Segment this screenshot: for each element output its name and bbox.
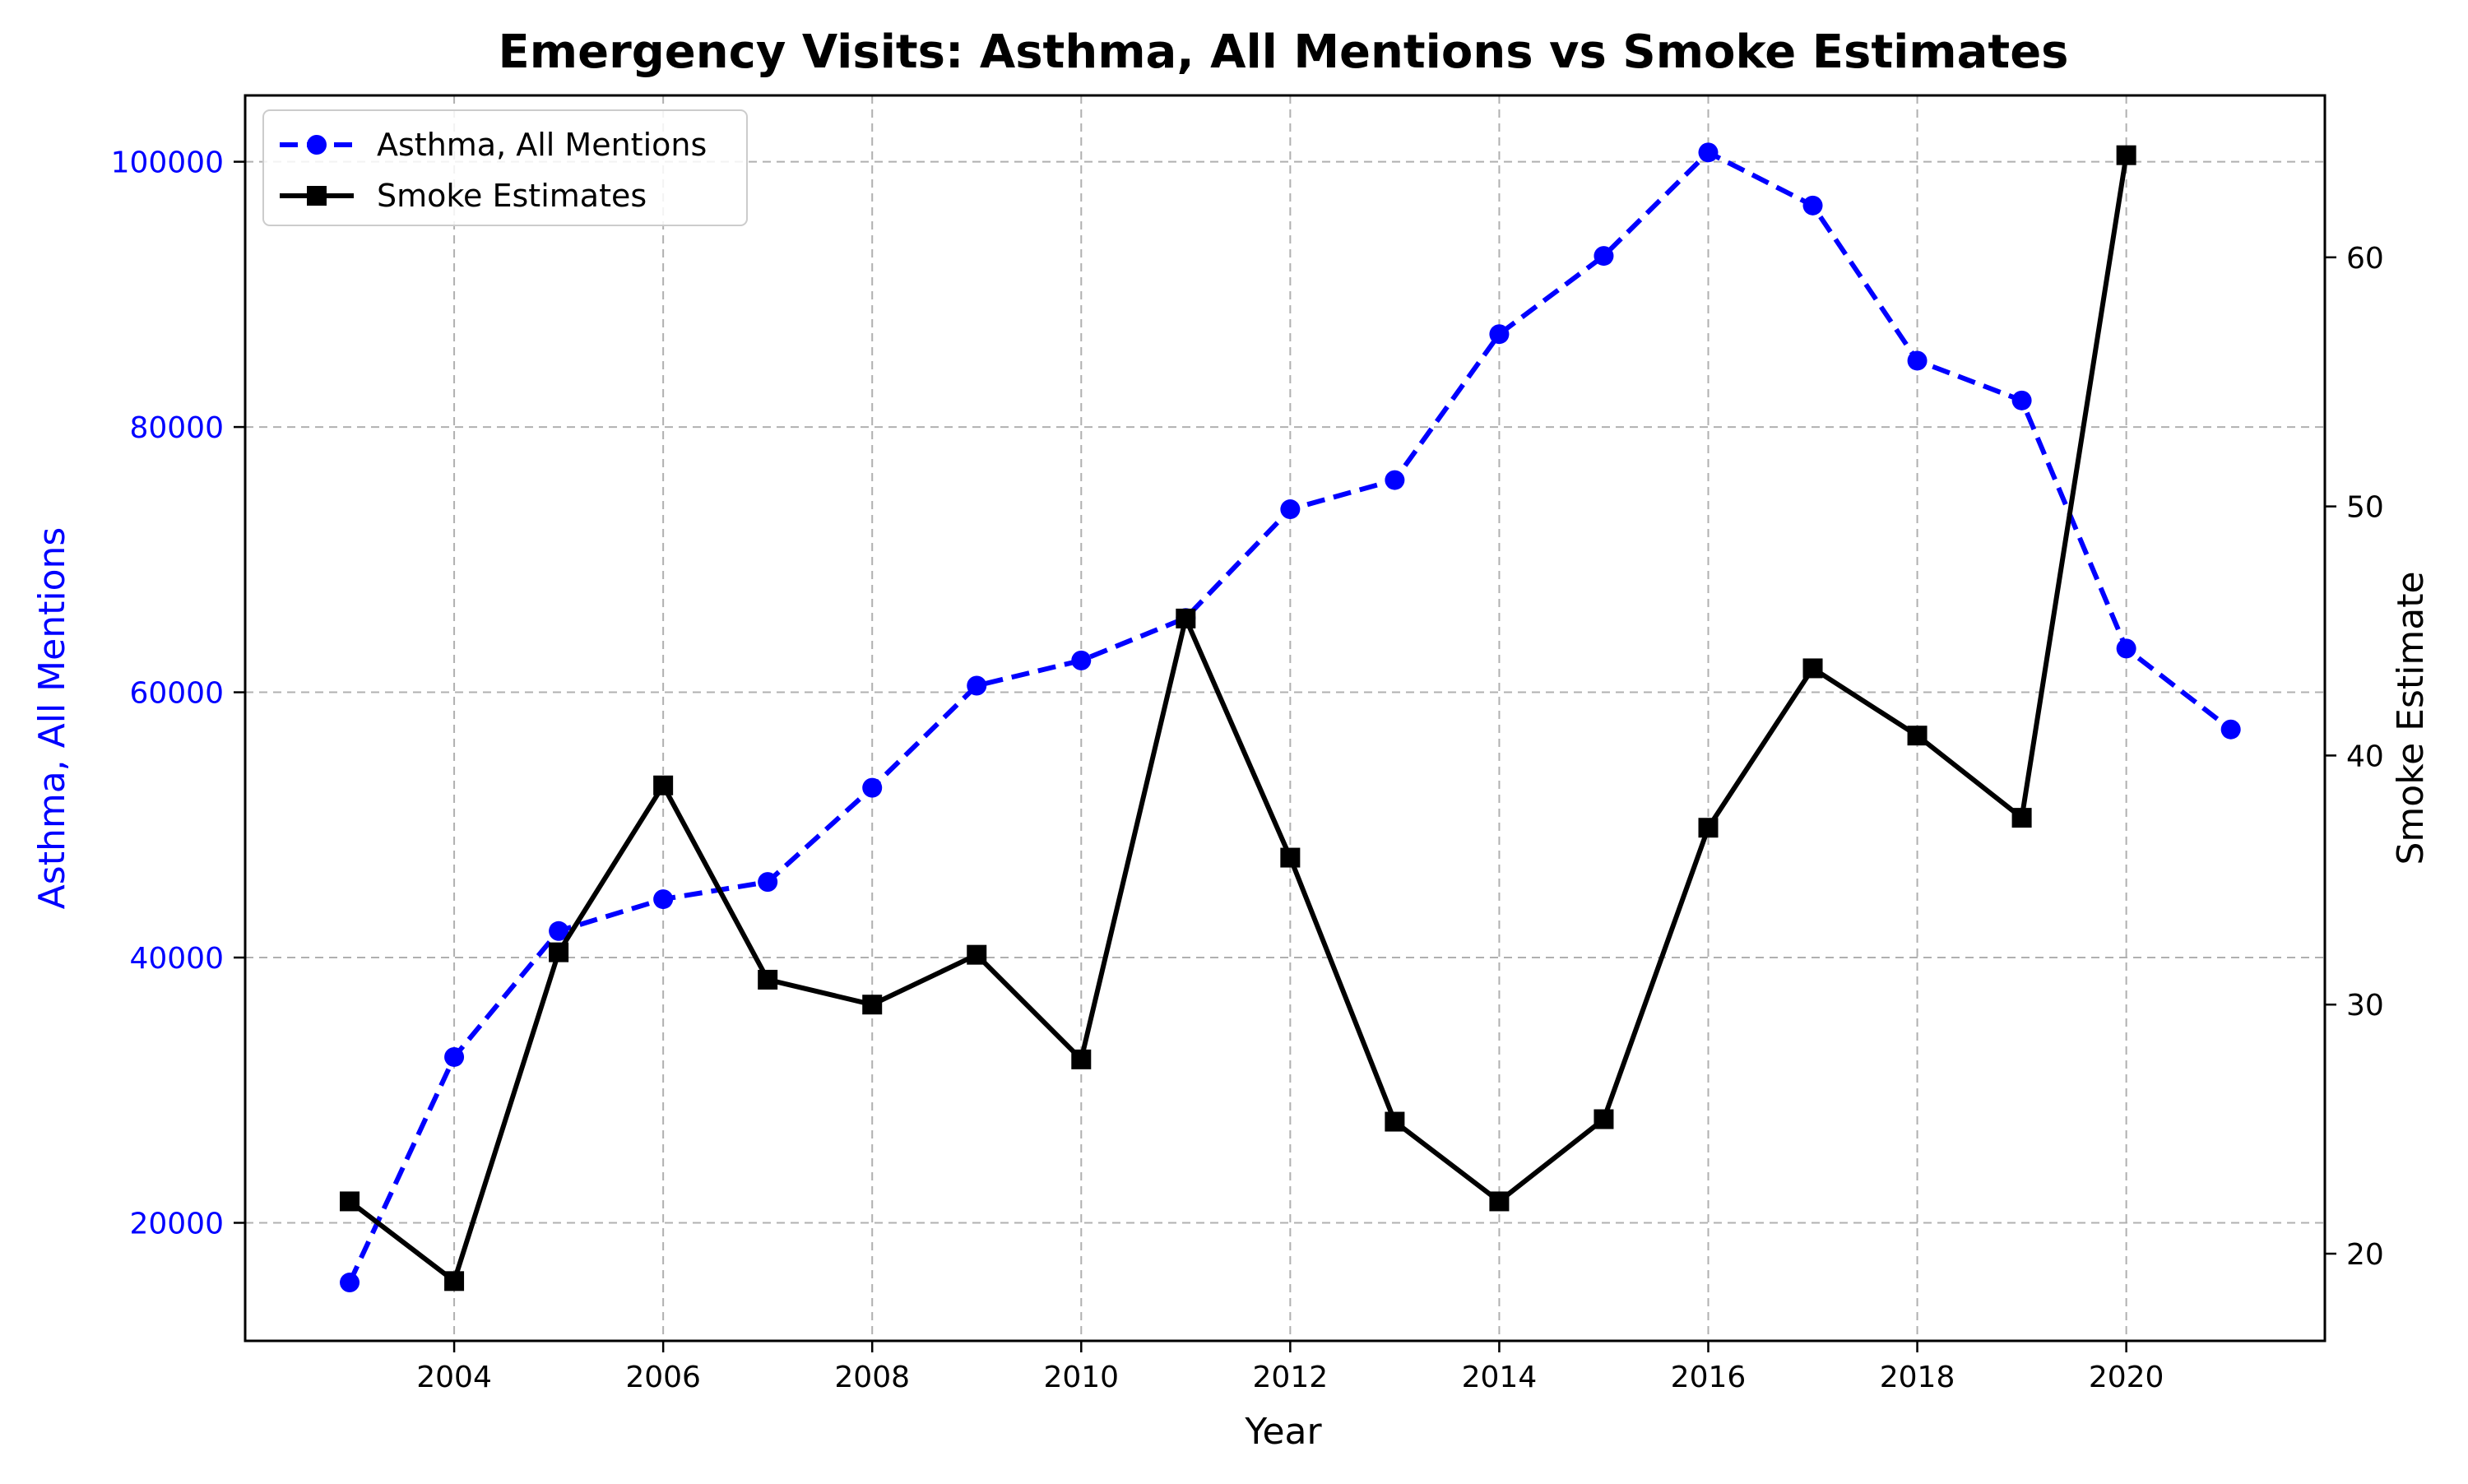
series-line-1 [348, 155, 2129, 1284]
plot-area: 2004 2006 2008 2010 2012 2014 2016 2018 2020 2000… [111, 94, 2384, 1394]
series-1-point-2019 [2011, 808, 2032, 828]
x-tick-label-2004: 2004 [416, 1361, 492, 1394]
legend-label-1: Smoke Estimates [377, 178, 647, 214]
y-left-tick-label-20000: 20000 [129, 1208, 224, 1241]
series-0-point-2017 [1802, 195, 1823, 216]
legend: Asthma, All Mentions Smoke Estimates [262, 109, 748, 226]
y-left-tick-label-60000: 60000 [129, 677, 224, 711]
series-1-point-2015 [1594, 1109, 1614, 1129]
series-0-point-2013 [1385, 470, 1405, 490]
legend-marker-1 [307, 186, 327, 206]
legend-label-0: Asthma, All Mentions [377, 127, 707, 163]
series-0-point-2010 [1071, 650, 1092, 670]
series-0-point-2009 [967, 675, 987, 696]
series-0-point-2008 [862, 777, 883, 798]
series-1-point-2016 [1698, 818, 1719, 838]
x-tick-label-2014: 2014 [1462, 1361, 1538, 1394]
x-axis-label: Year [1244, 1411, 1322, 1453]
legend-marker-0 [307, 135, 327, 155]
legend-box [262, 109, 748, 226]
series-0-point-2007 [758, 872, 778, 893]
series-1-point-2005 [549, 942, 569, 962]
series-1-point-2003 [340, 1191, 360, 1212]
series-1-point-2009 [967, 944, 987, 965]
series-0-point-2021 [2220, 719, 2241, 740]
series-0-point-2020 [2116, 638, 2136, 659]
y-right-tick-label-40: 40 [2346, 740, 2384, 773]
series-0-point-2015 [1594, 246, 1614, 267]
plot-frame [244, 94, 2327, 1343]
series-0-point-2003 [340, 1273, 360, 1293]
x-tick-label-2018: 2018 [1880, 1361, 1955, 1394]
x-tick-label-2016: 2016 [1671, 1361, 1747, 1394]
series-1-point-2018 [1907, 726, 1928, 746]
chart-title: Emergency Visits: Asthma, All Mentions v… [498, 26, 2068, 79]
series-1-point-2017 [1802, 658, 1823, 679]
series-0-point-2006 [653, 889, 674, 910]
y-right-axis-label: Smoke Estimate [2390, 571, 2432, 865]
series-1-point-2012 [1280, 847, 1301, 868]
x-tick-label-2008: 2008 [834, 1361, 910, 1394]
y-right-tick-label-60: 60 [2346, 242, 2384, 276]
y-left-tick-label-80000: 80000 [129, 411, 224, 445]
series-1-point-2007 [758, 969, 778, 990]
x-tick-label-2010: 2010 [1043, 1361, 1119, 1394]
series-1-point-2011 [1176, 608, 1196, 628]
series-0-point-2018 [1907, 350, 1928, 371]
series-1-point-2008 [862, 995, 883, 1015]
x-tick-label-2012: 2012 [1253, 1361, 1329, 1394]
series-0-point-2016 [1698, 142, 1719, 163]
y-left-tick-label-40000: 40000 [129, 942, 224, 976]
series-1-point-2020 [2116, 145, 2136, 165]
series-0-point-2012 [1280, 499, 1301, 520]
series-0-point-2019 [2011, 390, 2032, 410]
series-1-point-2010 [1071, 1049, 1092, 1069]
series-1-point-2006 [653, 775, 674, 795]
series-0-point-2005 [549, 921, 569, 941]
x-tick-label-2006: 2006 [625, 1361, 701, 1394]
series-1-point-2014 [1489, 1191, 1510, 1212]
y-left-axis-label: Asthma, All Mentions [31, 527, 73, 910]
y-right-tick-label-30: 30 [2346, 989, 2384, 1023]
y-left-tick-label-100000: 100000 [111, 146, 224, 180]
y-right-tick-label-20: 20 [2346, 1238, 2384, 1272]
y-right-tick-label-50: 50 [2346, 491, 2384, 525]
series-0-point-2014 [1489, 324, 1510, 345]
series-0-point-2004 [444, 1046, 465, 1067]
series-1-point-2004 [444, 1271, 465, 1292]
x-tick-label-2020: 2020 [2089, 1361, 2164, 1394]
series-1-point-2013 [1385, 1111, 1405, 1132]
